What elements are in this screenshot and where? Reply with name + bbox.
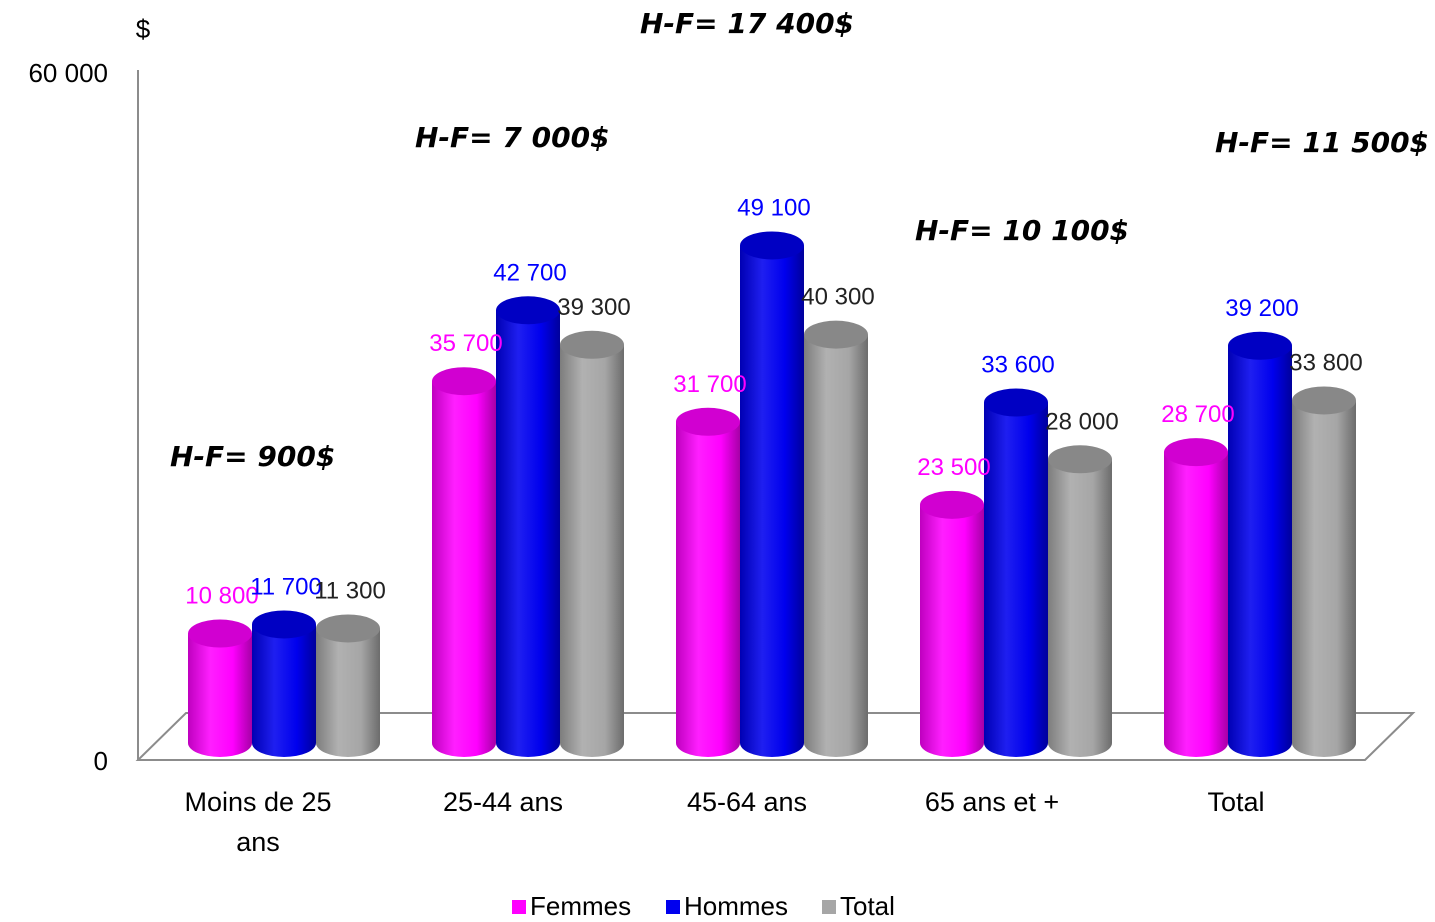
chart-floor <box>135 712 1416 761</box>
difference-annotation-2: H-F= 17 400$ <box>640 7 854 40</box>
bar-body <box>496 310 560 757</box>
annotations-layer: H-F= 900$ H-F= 7 000$ H-F= 17 400$ H-F= 10 … <box>170 7 1429 473</box>
value-label-hommes-4: 39 200 <box>1225 295 1298 322</box>
bar-top <box>920 490 984 519</box>
value-label-total-4: 33 800 <box>1289 349 1362 376</box>
legend-swatch <box>822 900 836 914</box>
bar-femmes-2 <box>676 407 740 757</box>
bar-top <box>432 367 496 396</box>
category-label-3: 65 ans et + <box>925 787 1059 817</box>
bar-hommes-2 <box>740 231 804 757</box>
value-label-total-0: 11 300 <box>314 577 386 604</box>
bar-top <box>496 296 560 325</box>
bar-top <box>1164 438 1228 467</box>
bar-top <box>1048 445 1112 474</box>
legend-swatch <box>512 900 526 914</box>
value-label-hommes-3: 33 600 <box>981 352 1054 379</box>
bar-total-1 <box>560 330 624 757</box>
bar-top <box>316 614 380 643</box>
value-label-femmes-0: 10 800 <box>185 583 258 610</box>
bar-hommes-3 <box>984 388 1048 757</box>
bar-top <box>984 388 1048 417</box>
legend-label: Femmes <box>530 891 631 921</box>
legend-item-total: Total <box>822 891 895 921</box>
bar-femmes-3 <box>920 490 984 757</box>
bar-top <box>188 619 252 648</box>
bar-body <box>432 381 496 757</box>
bar-body <box>676 421 740 757</box>
bar-top <box>252 610 316 639</box>
value-label-total-2: 40 300 <box>801 284 874 311</box>
bar-hommes-1 <box>496 296 560 757</box>
category-label-1: 25-44 ans <box>443 787 563 817</box>
bar-top <box>1292 386 1356 415</box>
y-axis-unit-label: $ <box>136 14 151 44</box>
bar-femmes-1 <box>432 367 496 757</box>
bar-body <box>252 624 316 757</box>
bar-hommes-4 <box>1228 331 1292 757</box>
bars-layer <box>188 231 1356 757</box>
bar-top <box>740 231 804 260</box>
bar-body <box>1048 459 1112 757</box>
legend: Femmes Hommes Total <box>512 891 895 921</box>
bar-hommes-0 <box>252 610 316 757</box>
value-label-femmes-4: 28 700 <box>1161 401 1234 428</box>
difference-annotation-0: H-F= 900$ <box>170 440 335 473</box>
category-label-4: Total <box>1207 787 1264 817</box>
bar-body <box>560 344 624 757</box>
y-tick-label-zero: 0 <box>94 746 108 776</box>
bar-body <box>984 402 1048 757</box>
bar-top <box>804 320 868 349</box>
difference-annotation-3: H-F= 10 100$ <box>915 214 1129 247</box>
value-label-hommes-2: 49 100 <box>737 194 810 221</box>
legend-item-femmes: Femmes <box>512 891 631 921</box>
bar-body <box>1164 452 1228 757</box>
bar-total-0 <box>316 614 380 757</box>
legend-label: Total <box>840 891 895 921</box>
bar-top <box>676 407 740 436</box>
difference-annotation-4: H-F= 11 500$ <box>1215 126 1429 159</box>
bar-total-3 <box>1048 445 1112 757</box>
bar-femmes-0 <box>188 619 252 757</box>
bar-body <box>740 245 804 757</box>
value-label-femmes-3: 23 500 <box>917 454 990 481</box>
value-label-hommes-1: 42 700 <box>493 259 566 286</box>
y-tick-label-max: 60 000 <box>28 58 108 88</box>
difference-annotation-1: H-F= 7 000$ <box>415 121 610 154</box>
bar-body <box>188 633 252 757</box>
legend-label: Hommes <box>684 891 788 921</box>
bar-body <box>1292 400 1356 757</box>
bar-body <box>920 504 984 757</box>
value-label-total-3: 28 000 <box>1045 408 1118 435</box>
legend-item-hommes: Hommes <box>666 891 788 921</box>
bar-body <box>1228 345 1292 757</box>
category-labels-layer: Moins de 25 ans 25-44 ans 45-64 ans 65 ans e… <box>184 787 1264 857</box>
bar-body <box>316 628 380 757</box>
bar-total-4 <box>1292 386 1356 757</box>
value-label-hommes-0: 11 700 <box>250 573 322 600</box>
bar-femmes-4 <box>1164 438 1228 757</box>
bar-top <box>1228 331 1292 360</box>
bar-top <box>560 330 624 359</box>
category-label-0: Moins de 25 ans <box>184 787 331 857</box>
bar-body <box>804 334 868 757</box>
legend-swatch <box>666 900 680 914</box>
bar-total-2 <box>804 320 868 757</box>
value-label-femmes-1: 35 700 <box>429 330 502 357</box>
value-label-total-1: 39 300 <box>557 294 630 321</box>
category-label-2: 45-64 ans <box>687 787 807 817</box>
value-label-femmes-2: 31 700 <box>673 371 746 398</box>
